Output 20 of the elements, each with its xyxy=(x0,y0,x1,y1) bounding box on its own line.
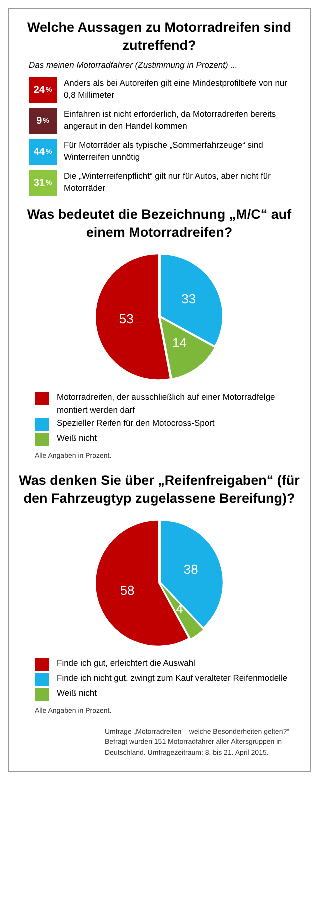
data-label: 33 xyxy=(181,292,196,307)
category-label: Die „Winterreifenpflicht“ gilt nur für Autos, aber nicht für Motorräder xyxy=(64,171,272,195)
legend-label: Finde ich nicht gut, zwingt zum Kauf veralteter Reifenmodelle xyxy=(57,672,288,685)
data-label: 4 xyxy=(176,602,183,618)
legend-label: Weiß nicht xyxy=(57,432,97,444)
data-label: 58 xyxy=(120,583,134,598)
category-label: Anders als bei Autoreifen gilt eine Mindestprofiltiefe von nur 0,8 Millimeter xyxy=(64,78,288,102)
legend-label: Weiß nicht xyxy=(57,687,97,700)
data-label: 38 xyxy=(183,562,198,578)
chart-title: Was bedeutet die Bezeichnung „M/C“ auf einem Motorradreifen? xyxy=(26,206,293,242)
data-label: 14 xyxy=(172,336,186,351)
text: Das meinen Motorradfahrer (Zustimmung in Prozent) ... xyxy=(29,60,239,70)
text: Welche Aussagen zu Motorradreifen sind zutreffend? xyxy=(26,19,293,54)
category-label: Einfahren ist nicht erforderlich, da Motorradreifen bereits angeraut in den Handel kommen xyxy=(64,109,278,133)
chart-title: Was denken Sie über „Reifenfreigaben“ (für den Fahrzeugtyp zugelassene Bereifung)? xyxy=(18,472,301,508)
data-label: 53 xyxy=(118,312,134,327)
legend-label: Spezieller Reifen für den Motocross-Sport xyxy=(57,416,215,430)
category-label: Für Motorräder als typische „Sommerfahrzeuge“ sind Winterreifen unnötig xyxy=(64,140,264,164)
legend-label: Motorradreifen, der ausschließlich auf einer Motorradfelge montiert werden darf xyxy=(57,391,276,416)
legend-label: Finde ich gut, erleichtert die Auswahl xyxy=(57,657,196,670)
